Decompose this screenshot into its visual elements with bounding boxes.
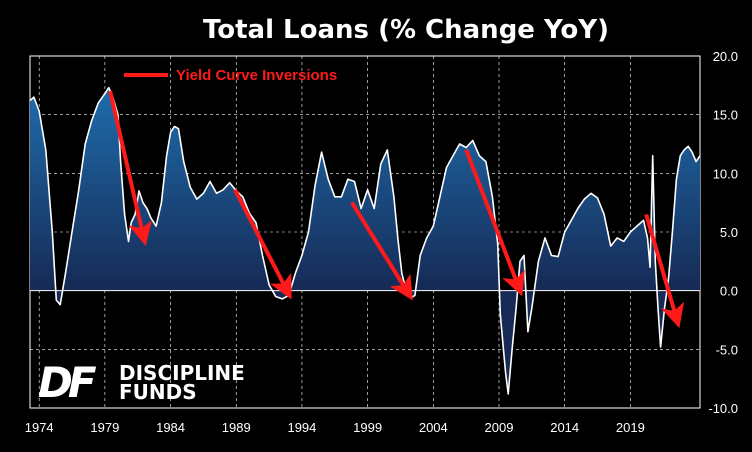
x-tick-label: 2009 (485, 420, 514, 435)
y-tick-label: 20.0 (713, 49, 738, 64)
y-tick-label: -5.0 (716, 342, 738, 357)
x-tick-label: 2004 (419, 420, 448, 435)
chart-title: Total Loans (% Change YoY) (203, 15, 609, 45)
x-tick-label: 1999 (353, 420, 382, 435)
x-tick-label: 1989 (222, 420, 251, 435)
x-tick-label: 2014 (550, 420, 579, 435)
x-tick-label: 1994 (287, 420, 316, 435)
legend: Yield Curve Inversions (124, 67, 337, 84)
series-line (29, 86, 701, 395)
inversion-arrow (108, 90, 152, 247)
inversion-arrow (350, 201, 413, 301)
inversion-arrows (108, 90, 685, 329)
y-axis-ticks: 20.0 15.0 10.0 5.0 0.0 -5.0 -10.0 (708, 49, 738, 416)
area-fill (30, 87, 700, 394)
inversion-arrow (464, 149, 525, 297)
x-tick-label: 1984 (156, 420, 185, 435)
x-tick-label: 2019 (616, 420, 645, 435)
y-tick-label: 15.0 (713, 108, 738, 123)
legend-label: Yield Curve Inversions (176, 67, 337, 84)
y-tick-label: 5.0 (720, 225, 738, 240)
x-tick-label: 1974 (25, 420, 54, 435)
logo-mark: DF (38, 358, 97, 407)
logo-text-line2: FUNDS (119, 380, 197, 404)
inversion-arrow (233, 188, 292, 300)
y-tick-label: 10.0 (713, 166, 738, 181)
y-tick-label: 0.0 (720, 284, 738, 299)
x-axis-ticks: 1974 1979 1984 1989 1994 1999 2004 2009 2014 2019 (25, 420, 645, 435)
discipline-funds-logo: DF DISCIPLINE FUNDS (38, 358, 245, 407)
logo-text-line1: DISCIPLINE (119, 361, 245, 385)
x-tick-label: 1979 (90, 420, 119, 435)
y-tick-label: -10.0 (708, 401, 738, 416)
inversion-arrow (644, 213, 685, 329)
